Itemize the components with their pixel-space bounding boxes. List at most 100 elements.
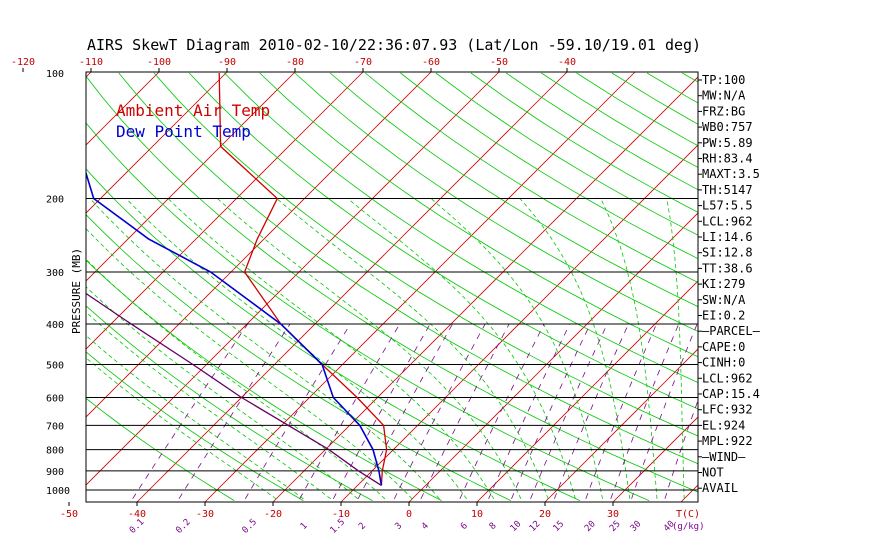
index-item: TH:5147: [702, 183, 753, 197]
top-temp-tick-label: -50: [490, 57, 508, 68]
series-parcel-path: [86, 292, 382, 486]
top-temp-tick-label: -80: [286, 57, 304, 68]
isotherm-line: [749, 72, 870, 502]
mixing-ratio-tick-label: 2: [357, 521, 368, 532]
bottom-temp-tick-label: 30: [607, 509, 619, 520]
index-item: LI:14.6: [702, 230, 753, 244]
mixing-ratio-tick-label: 10: [509, 519, 524, 534]
moist-adiabat-line: [217, 198, 522, 499]
top-temp-tick-label: -120: [11, 57, 35, 68]
pressure-tick-label: 500: [46, 360, 64, 371]
moist-adiabat-line: [276, 198, 549, 499]
series-dew-point-temp: [86, 170, 383, 486]
mixing-ratio-line: [420, 323, 510, 499]
legend: Ambient Air Temp Dew Point Temp: [116, 101, 270, 141]
bottom-temp-tick-label: -50: [60, 509, 78, 520]
mixing-ratio-line: [459, 323, 545, 499]
index-item: EI:0.2: [702, 309, 745, 323]
index-item: LCL:962: [702, 371, 753, 385]
bottom-temp-tick-label: -20: [264, 509, 282, 520]
dry-adiabat-line: [329, 72, 698, 308]
mixing-ratio-line: [511, 323, 591, 499]
mixing-ratio-line: [554, 323, 629, 499]
index-item: SI:12.8: [702, 246, 753, 260]
mixing-ratio-tick-label: 6: [459, 521, 470, 532]
mixing-ratio-line: [299, 323, 401, 500]
pressure-tick-label: 600: [46, 393, 64, 404]
index-item: RH:83.4: [702, 152, 753, 166]
pressure-tick-label: 700: [46, 421, 64, 432]
mixing-ratio-tick-label: 0.1: [128, 517, 147, 536]
index-item: WB0:757: [702, 120, 753, 134]
index-item: CAP:15.4: [702, 387, 760, 401]
legend-item-ambient-air-temp: Ambient Air Temp: [116, 101, 270, 120]
mixing-ratio-tick-label: 12: [528, 519, 543, 534]
dry-adiabat-line: [435, 72, 698, 236]
isotherm-line: [476, 280, 698, 502]
index-item: KI:279: [702, 277, 745, 291]
index-item: FRZ:BG: [702, 104, 745, 118]
mixing-ratio-unit: (g/kg): [672, 522, 705, 532]
dry-adiabat-line: [400, 72, 698, 260]
mixing-ratio-line: [631, 323, 698, 499]
pressure-tick-label: 1000: [46, 486, 70, 497]
mixing-ratio-tick-label: 30: [629, 519, 644, 534]
dry-adiabat-line: [224, 72, 698, 383]
mixing-ratio-line: [585, 323, 657, 499]
index-item: NOT: [702, 466, 724, 480]
moist-adiabat-line: [86, 311, 331, 500]
stability-indices: TP:100MW:N/AFRZ:BGWB0:757PW:5.89RH:83.4M…: [698, 73, 761, 495]
plot-frame: [85, 71, 699, 503]
isotherm-line: [86, 72, 432, 418]
mixing-ratio-tick-label: 25: [608, 519, 623, 534]
index-item: MPL:922: [702, 434, 753, 448]
dry-adiabat-line: [294, 72, 698, 332]
index-item: LFC:932: [702, 403, 753, 417]
index-item: CINH:0: [702, 356, 745, 370]
pressure-axis-label: PRESSURE (MB): [70, 248, 83, 334]
mixing-ratio-line: [393, 323, 486, 499]
pressure-tick-label: 300: [46, 268, 64, 279]
dry-adiabat-line: [118, 72, 698, 465]
isotherm-line: [408, 212, 698, 502]
chart-title: AIRS SkewT Diagram 2010-02-10/22:36:07.9…: [87, 36, 701, 54]
moist-adiabat-line: [89, 198, 440, 500]
moist-adiabat-line: [430, 198, 603, 499]
legend-item-dew-point-temp: Dew Point Temp: [116, 122, 251, 141]
pressure-tick-label: 900: [46, 467, 64, 478]
index-item: TT:38.6: [702, 261, 753, 275]
mixing-ratio-tick-label: 1: [299, 521, 310, 532]
bottom-temp-tick-label: -40: [128, 509, 146, 520]
index-item: MAXT:3.5: [702, 167, 760, 181]
mixing-ratio-line: [357, 323, 453, 499]
isotherm-line: [340, 144, 698, 502]
mixing-ratio-tick-label: 4: [420, 521, 431, 532]
mixing-ratio-tick-label: 20: [583, 519, 598, 534]
mixing-ratio-tick-label: 0.2: [174, 517, 193, 536]
mixing-ratio-line: [488, 323, 571, 499]
moist-adiabat-line: [167, 198, 495, 500]
moist-adiabat-line: [666, 198, 685, 499]
isotherm-line: [272, 76, 698, 502]
mixing-ratio-tick-label: 1.5: [329, 517, 348, 536]
index-item: SW:N/A: [702, 293, 746, 307]
top-temp-tick-label: -70: [354, 57, 372, 68]
moist-adiabat-line: [519, 198, 631, 499]
mixing-ratio-tick-label: 3: [393, 521, 404, 532]
index-item: PW:5.89: [702, 136, 753, 150]
index-item: L57:5.5: [702, 199, 753, 213]
pressure-tick-label: 200: [46, 195, 64, 206]
top-temp-tick-label: -110: [79, 57, 103, 68]
dry-adiabat-line: [470, 72, 698, 213]
index-item: —PARCEL—: [702, 324, 761, 338]
isotherm-line: [204, 72, 636, 502]
bottom-temp-unit: T(C): [676, 509, 700, 520]
isotherm-line: [86, 72, 160, 146]
dry-adiabat-line: [259, 72, 698, 358]
dry-adiabat-line: [153, 72, 698, 437]
mixing-ratio-tick-label: 15: [552, 519, 567, 534]
dry-adiabat-line: [646, 72, 698, 104]
isotherm-line: [86, 72, 228, 214]
isotherm-line: [544, 348, 698, 502]
